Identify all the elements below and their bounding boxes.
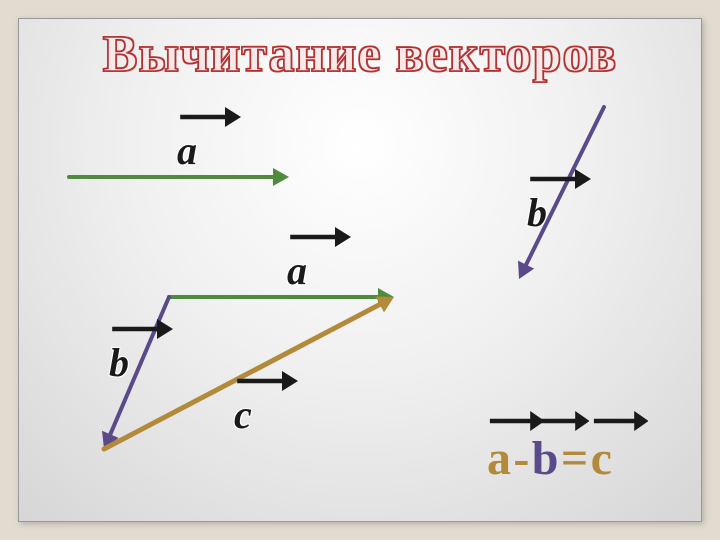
- equation-sym-a-text: a: [487, 432, 511, 485]
- label-a-tri: a: [287, 247, 307, 294]
- overhead-arrow-icon: [591, 409, 649, 433]
- label-a-tri-text: a: [287, 248, 307, 293]
- label-c-tri-text: c: [234, 392, 252, 437]
- equation-sym-b: b: [532, 431, 559, 486]
- equation-minus: -: [511, 431, 532, 486]
- label-a-top-text: a: [177, 128, 197, 173]
- equation-sym-c: c: [591, 431, 612, 486]
- slide-outer: Вычитание векторов a b a b c a -: [0, 0, 720, 540]
- equation-sym-c-text: c: [591, 432, 612, 485]
- equation-sym-b-text: b: [532, 432, 559, 485]
- slide-panel: Вычитание векторов a b a b c a -: [18, 18, 702, 522]
- equation: a - b = c: [487, 431, 612, 486]
- overhead-arrow-icon: [532, 409, 590, 433]
- label-c-tri: c: [234, 391, 252, 438]
- equation-sym-a: a: [487, 431, 511, 486]
- label-b-tri: b: [109, 339, 129, 386]
- label-b-right: b: [527, 189, 547, 236]
- label-b-right-text: b: [527, 190, 547, 235]
- equation-equals: =: [558, 431, 590, 486]
- label-b-tri-text: b: [109, 340, 129, 385]
- label-a-top: a: [177, 127, 197, 174]
